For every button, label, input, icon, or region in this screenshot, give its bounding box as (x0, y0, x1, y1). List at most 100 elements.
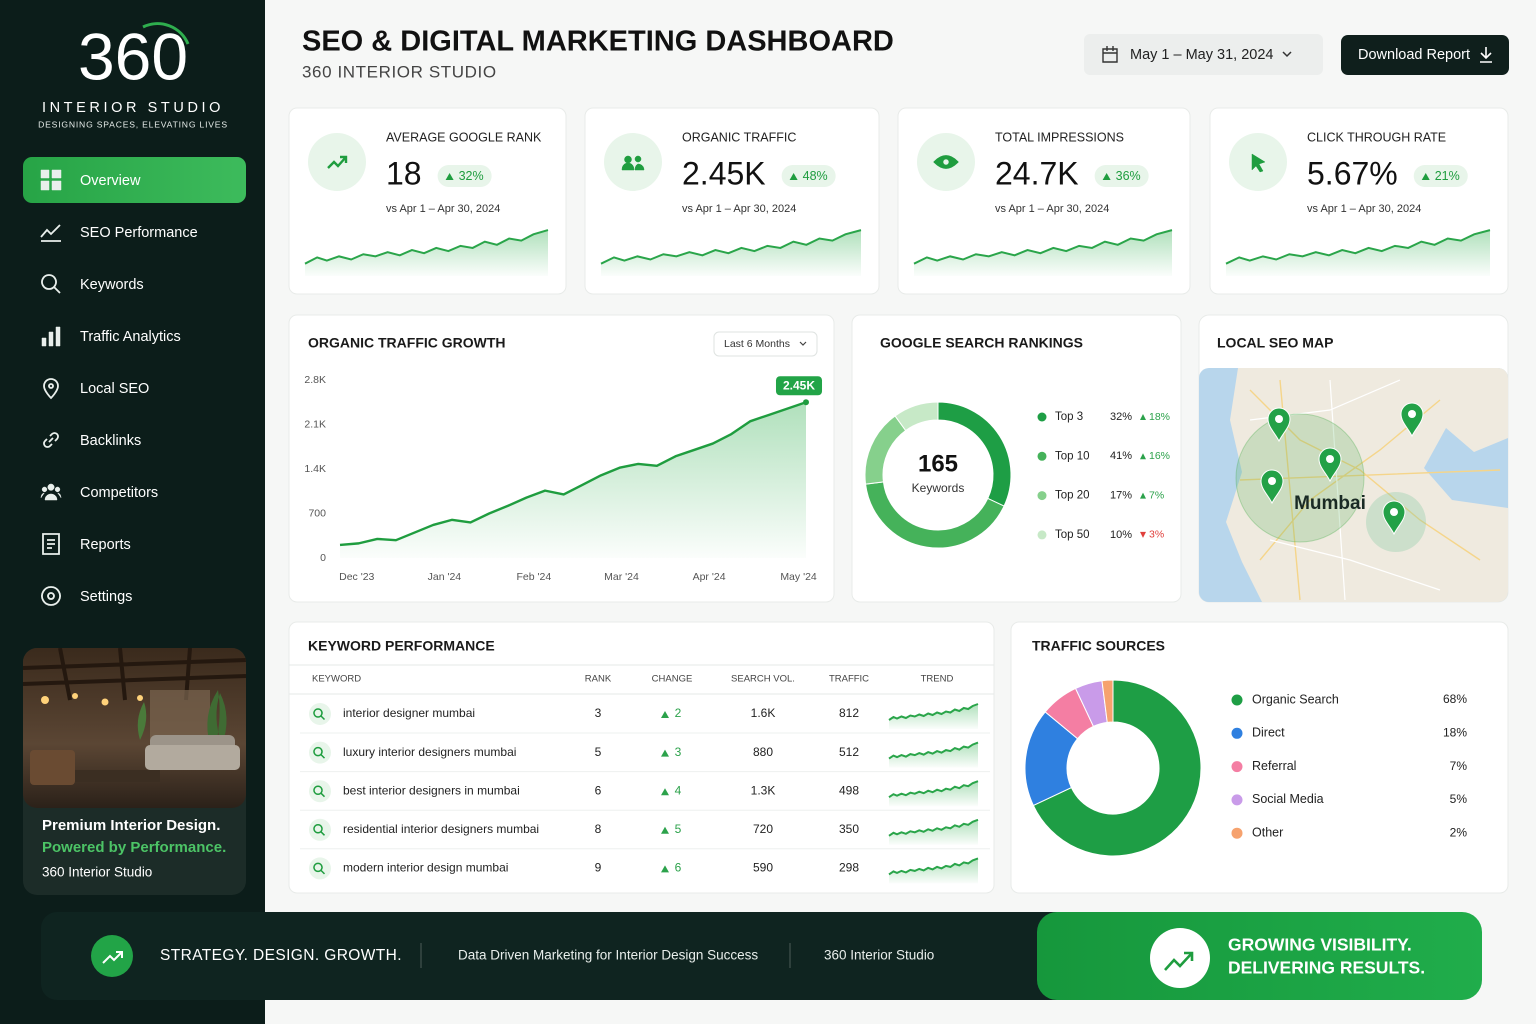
download-button[interactable]: Download Report (1341, 35, 1509, 75)
donut-center-label: Keywords (912, 481, 965, 495)
sparkline (1225, 229, 1491, 265)
card (288, 621, 995, 894)
nav-icon (41, 326, 61, 347)
change: 3 (675, 745, 682, 759)
map-pin (1400, 402, 1424, 438)
date-picker[interactable]: May 1 – May 31, 2024 (1084, 34, 1323, 75)
column-header: CHANGE (652, 674, 693, 685)
kpi-label: ORGANIC TRAFFIC (682, 130, 796, 144)
change: 6 (675, 861, 682, 875)
kpi-icon-bg (604, 133, 662, 191)
traffic: 298 (839, 861, 859, 875)
nav-item[interactable]: Keywords (41, 274, 144, 294)
nav-icon (41, 274, 61, 294)
table-row: modern interior design mumbai 9 6 590 298 (309, 857, 979, 884)
legend-dot (1037, 491, 1047, 501)
legend-dot (1037, 451, 1047, 461)
nav-item[interactable]: Reports (42, 533, 131, 555)
nav-item[interactable]: Local SEO (43, 378, 149, 400)
kpi-icon (1251, 153, 1266, 173)
up-arrow (1140, 414, 1146, 420)
up-arrow (1102, 173, 1111, 180)
keyword: residential interior designers mumbai (343, 822, 539, 836)
up-arrow (445, 173, 454, 180)
chevron (1282, 51, 1292, 58)
column-header: TREND (921, 674, 954, 685)
footer-bar (41, 912, 1141, 1000)
column-header: RANK (585, 674, 612, 685)
rank: 9 (595, 861, 602, 875)
kpi-value: 2.45K (682, 155, 766, 191)
cta-line: GROWING VISIBILITY. (1228, 935, 1412, 955)
kpi-change-bg (781, 165, 836, 187)
kpi-compare: vs Apr 1 – Apr 30, 2024 (1307, 203, 1421, 215)
nav-item[interactable]: Overview (23, 157, 246, 203)
legend-value: 10% (1110, 529, 1132, 541)
nav-icon (41, 586, 61, 606)
nav-item[interactable]: SEO Performance (40, 224, 198, 242)
map-pin (1318, 447, 1342, 483)
legend-change: 16% (1149, 450, 1170, 462)
promo-highlight: Powered by Performance. (42, 839, 226, 856)
kpi-compare: vs Apr 1 – Apr 30, 2024 (682, 203, 796, 215)
x-tick-label: May '24 (780, 571, 817, 583)
nav-item[interactable]: Settings (41, 586, 132, 606)
kpi-label: TOTAL IMPRESSIONS (995, 130, 1124, 144)
kpi-icon (327, 155, 348, 169)
change: 4 (675, 783, 682, 797)
nav-label: Settings (80, 589, 132, 605)
map-pin-dot (1268, 477, 1276, 485)
donut-segment (1032, 679, 1202, 857)
sparkline (913, 229, 1173, 265)
filter-box (713, 331, 818, 357)
traffic: 350 (839, 822, 859, 836)
nav-item[interactable]: Traffic Analytics (41, 326, 181, 347)
y-tick-label: 2.1K (304, 418, 326, 430)
nav-label: Local SEO (80, 381, 149, 397)
cta-line: DELIVERING RESULTS. (1228, 958, 1425, 978)
donut-segment (1101, 679, 1114, 723)
chevron (799, 341, 807, 346)
filter-dropdown[interactable]: Last 6 Months (713, 331, 818, 357)
nav-icon (40, 224, 61, 242)
traffic: 812 (839, 706, 859, 720)
column-header: TRAFFIC (829, 674, 869, 685)
nav-icon (40, 483, 62, 501)
row-icon-bg (309, 703, 331, 725)
sparkline (888, 741, 979, 760)
kpi-card: TOTAL IMPRESSIONS 24.7K 36% vs Apr 1 – Apr … (913, 130, 1173, 276)
footer-slogan: STRATEGY. DESIGN. GROWTH. (160, 947, 402, 964)
card-title: ORGANIC TRAFFIC GROWTH (308, 335, 506, 351)
date-range: May 1 – May 31, 2024 (1130, 47, 1273, 63)
nav-item[interactable]: Competitors (40, 483, 158, 501)
card (1010, 621, 1509, 894)
kpi-icon-bg (917, 133, 975, 191)
city-label: Mumbai (1294, 493, 1366, 514)
logo: 360 (78, 19, 188, 93)
table-row: luxury interior designers mumbai 5 3 880 512 (300, 741, 990, 773)
legend-change: 7% (1149, 489, 1164, 501)
x-tick-label: Dec '23 (339, 571, 374, 583)
legend-label: Direct (1252, 726, 1285, 740)
brand: INTERIOR STUDIO (42, 100, 224, 116)
y-tick-label: 1.4K (304, 463, 326, 475)
filter-label: Last 6 Months (724, 338, 790, 350)
nav-item[interactable]: Backlinks (43, 432, 141, 449)
sparkline (888, 818, 979, 837)
map-pin (1267, 407, 1291, 443)
column-header: KEYWORD (312, 674, 361, 685)
page-title: SEO & DIGITAL MARKETING DASHBOARD (302, 26, 894, 58)
search-volume: 720 (753, 822, 773, 836)
legend-value: 68% (1443, 692, 1467, 706)
roads (1239, 379, 1501, 601)
sparkline (304, 229, 549, 265)
change: 2 (675, 706, 682, 720)
legend-change: 3% (1149, 529, 1164, 541)
footer-brand: 360 Interior Studio (824, 948, 934, 963)
map: Mumbai (1199, 368, 1508, 602)
row-icon-bg (309, 818, 331, 841)
x-tick-label: Apr '24 (693, 571, 726, 583)
